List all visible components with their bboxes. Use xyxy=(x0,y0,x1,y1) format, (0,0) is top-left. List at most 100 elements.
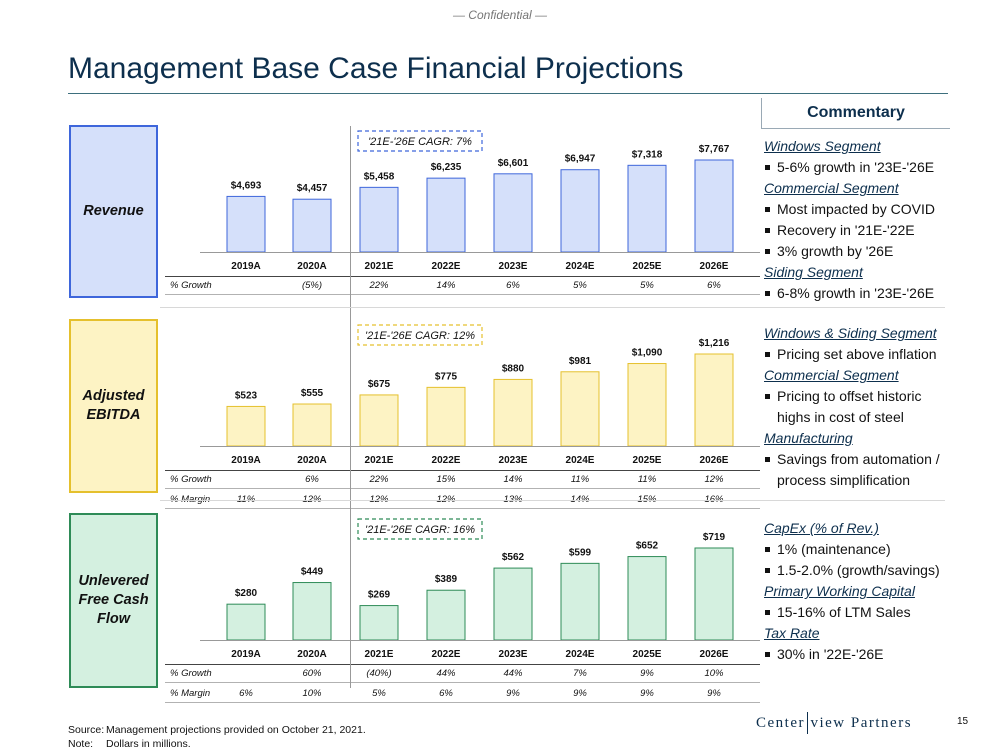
ebitda-value-label: $555 xyxy=(301,388,324,399)
revenue-year-label: 2023E xyxy=(499,261,528,272)
fcf-bar xyxy=(695,548,733,640)
revenue-year-label: 2025E xyxy=(633,261,662,272)
fcf-year-label: 2021E xyxy=(365,649,394,660)
fcf-row-cell: 9% xyxy=(573,688,587,699)
revenue-row-cell: 14% xyxy=(436,280,456,291)
fcf-bar xyxy=(561,563,599,640)
revenue-year-label: 2020A xyxy=(297,261,326,272)
fcf-bar xyxy=(360,606,398,640)
revenue-bar xyxy=(427,178,465,252)
ebitda-label: Adjusted EBITDA xyxy=(82,387,144,425)
commentary-header: Commentary xyxy=(761,98,950,129)
fcf-bar xyxy=(628,557,666,640)
ebitda-value-label: $880 xyxy=(502,363,525,374)
ebitda-year-label: 2019A xyxy=(231,455,260,466)
fcf-bar xyxy=(427,590,465,640)
ebitda-value-label: $775 xyxy=(435,371,458,382)
revenue-cagr-label: '21E-'26E CAGR: 7% xyxy=(368,136,472,148)
revenue-bar xyxy=(360,187,398,252)
ebitda-row-cell: 11% xyxy=(571,474,590,485)
note-text: Dollars in millions. xyxy=(106,738,191,750)
commentary-heading: Tax Rate xyxy=(764,623,954,644)
revenue-row-cell: 5% xyxy=(640,280,654,291)
fcf-year-label: 2022E xyxy=(432,649,461,660)
fcf-row-cell: 9% xyxy=(707,688,721,699)
revenue-value-label: $7,318 xyxy=(632,149,663,160)
fcf-value-label: $280 xyxy=(235,588,258,599)
commentary-bullet: 30% in '22E-'26E xyxy=(764,644,954,665)
revenue-value-label: $4,693 xyxy=(231,180,262,191)
revenue-value-label: $5,458 xyxy=(364,171,395,182)
ebitda-value-label: $1,090 xyxy=(632,348,663,359)
page-title: Management Base Case Financial Projectio… xyxy=(68,52,683,86)
revenue-value-label: $4,457 xyxy=(297,183,328,194)
fcf-year-label: 2020A xyxy=(297,649,326,660)
commentary-bullet: Pricing set above inflation xyxy=(764,344,954,365)
ebitda-chart: '21E-'26E CAGR: 12%$523$555$675$775$880$… xyxy=(160,319,760,494)
revenue-bar xyxy=(494,174,532,252)
commentary-bullet: Pricing to offset historic highs in cost… xyxy=(764,386,954,428)
ebitda-year-label: 2025E xyxy=(633,455,662,466)
source-note: Source:Management projections provided o… xyxy=(68,724,366,751)
revenue-value-label: $6,235 xyxy=(431,162,462,173)
revenue-year-label: 2026E xyxy=(700,261,729,272)
revenue-row-cell: 22% xyxy=(368,280,389,291)
commentary-bullet: 1.5-2.0% (growth/savings) xyxy=(764,560,954,581)
section-divider xyxy=(160,307,945,308)
source-text: Management projections provided on Octob… xyxy=(106,724,366,736)
revenue-bar xyxy=(695,160,733,252)
ebitda-row-cell: 11% xyxy=(638,474,657,485)
fcf-row-cell: 9% xyxy=(506,688,520,699)
fcf-year-label: 2019A xyxy=(231,649,260,660)
fcf-row-label: % Margin xyxy=(170,688,210,699)
ebitda-value-label: $1,216 xyxy=(699,338,730,349)
revenue-bar xyxy=(561,170,599,252)
ebitda-row-cell: 14% xyxy=(503,474,523,485)
fcf-row-cell: 9% xyxy=(640,668,654,679)
commentary-bullet: 6-8% growth in '23E-'26E xyxy=(764,283,954,304)
title-rule xyxy=(68,93,948,94)
fcf-value-label: $652 xyxy=(636,541,659,552)
fcf-row-cell: 44% xyxy=(503,668,523,679)
fcf-label-box: Unlevered Free Cash Flow xyxy=(69,513,158,688)
revenue-chart: '21E-'26E CAGR: 7% $4,693 $4,457 $5,458 $6,2… xyxy=(160,125,760,300)
ebitda-row-cell: 15% xyxy=(436,474,456,485)
logo-bar xyxy=(807,712,809,734)
ebitda-bar xyxy=(360,395,398,446)
fcf-year-label: 2024E xyxy=(566,649,595,660)
fcf-row-cell: (40%) xyxy=(366,668,391,679)
note-label: Note: xyxy=(68,738,106,751)
commentary-bullet: Most impacted by COVID xyxy=(764,199,954,220)
fcf-chart: '21E-'26E CAGR: 16%$280$449$269$389$562$… xyxy=(160,513,760,688)
commentary-bullet: 1% (maintenance) xyxy=(764,539,954,560)
revenue-row-cell: 6% xyxy=(707,280,721,291)
commentary-heading: Primary Working Capital xyxy=(764,581,954,602)
page-number: 15 xyxy=(957,716,968,727)
commentary-heading: Windows & Siding Segment xyxy=(764,323,954,344)
fcf-year-label: 2025E xyxy=(633,649,662,660)
ebitda-bar xyxy=(561,372,599,446)
commentary-heading: Commercial Segment xyxy=(764,365,954,386)
actual-projection-divider xyxy=(350,126,351,688)
fcf-row-cell: 5% xyxy=(372,688,386,699)
fcf-value-label: $389 xyxy=(435,574,458,585)
ebitda-year-label: 2020A xyxy=(297,455,326,466)
ebitda-year-label: 2023E xyxy=(499,455,528,466)
ebitda-cagr-label: '21E-'26E CAGR: 12% xyxy=(365,330,475,342)
logo-text-right: view Partners xyxy=(810,715,912,732)
commentary-heading: Manufacturing xyxy=(764,428,954,449)
commentary-heading: Siding Segment xyxy=(764,262,954,283)
ebitda-year-label: 2026E xyxy=(700,455,729,466)
commentary-bullet: Recovery in '21E-'22E xyxy=(764,220,954,241)
commentary-fcf: CapEx (% of Rev.) 1% (maintenance) 1.5-2… xyxy=(764,518,954,665)
commentary-bullet: 5-6% growth in '23E-'26E xyxy=(764,157,954,178)
ebitda-bar xyxy=(227,406,265,446)
ebitda-label-box: Adjusted EBITDA xyxy=(69,319,158,493)
commentary-ebitda: Windows & Siding Segment Pricing set abo… xyxy=(764,323,954,491)
revenue-year-label: 2024E xyxy=(566,261,595,272)
ebitda-value-label: $675 xyxy=(368,379,391,390)
commentary-revenue: Windows Segment 5-6% growth in '23E-'26E… xyxy=(764,136,954,304)
revenue-row-cell: 5% xyxy=(573,280,587,291)
logo-text-left: Center xyxy=(756,715,805,732)
ebitda-row-cell: 6% xyxy=(305,474,319,485)
